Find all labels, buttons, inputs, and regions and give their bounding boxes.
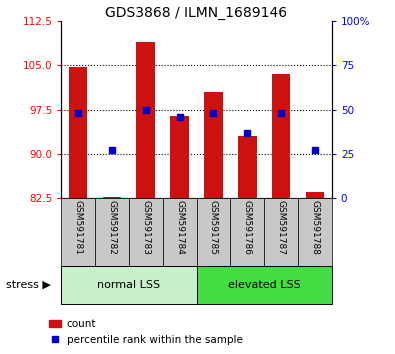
Bar [95, 198, 129, 266]
Bar [61, 198, 95, 266]
Bar [61, 266, 197, 304]
Text: elevated LSS: elevated LSS [228, 280, 301, 290]
Bar [129, 198, 163, 266]
Bar [238, 136, 256, 198]
Text: GSM591787: GSM591787 [276, 200, 286, 255]
Text: stress ▶: stress ▶ [6, 280, 51, 290]
Text: normal LSS: normal LSS [97, 280, 160, 290]
Bar [298, 198, 332, 266]
Bar [69, 67, 87, 198]
Bar [103, 197, 121, 198]
Text: GSM591786: GSM591786 [243, 200, 252, 255]
Text: GSM591788: GSM591788 [310, 200, 320, 255]
Legend: count, percentile rank within the sample: count, percentile rank within the sample [45, 315, 246, 349]
Bar [163, 198, 197, 266]
Bar [197, 198, 230, 266]
Text: GSM591783: GSM591783 [141, 200, 150, 255]
Bar [230, 198, 264, 266]
Bar [197, 266, 332, 304]
Bar [204, 92, 223, 198]
Bar [272, 74, 290, 198]
Title: GDS3868 / ILMN_1689146: GDS3868 / ILMN_1689146 [105, 6, 288, 20]
Bar [264, 198, 298, 266]
Bar [170, 116, 189, 198]
Text: GSM591784: GSM591784 [175, 200, 184, 255]
Text: GSM591782: GSM591782 [107, 200, 117, 255]
Bar [137, 42, 155, 198]
Text: GSM591781: GSM591781 [73, 200, 83, 255]
Bar [306, 192, 324, 198]
Text: GSM591785: GSM591785 [209, 200, 218, 255]
